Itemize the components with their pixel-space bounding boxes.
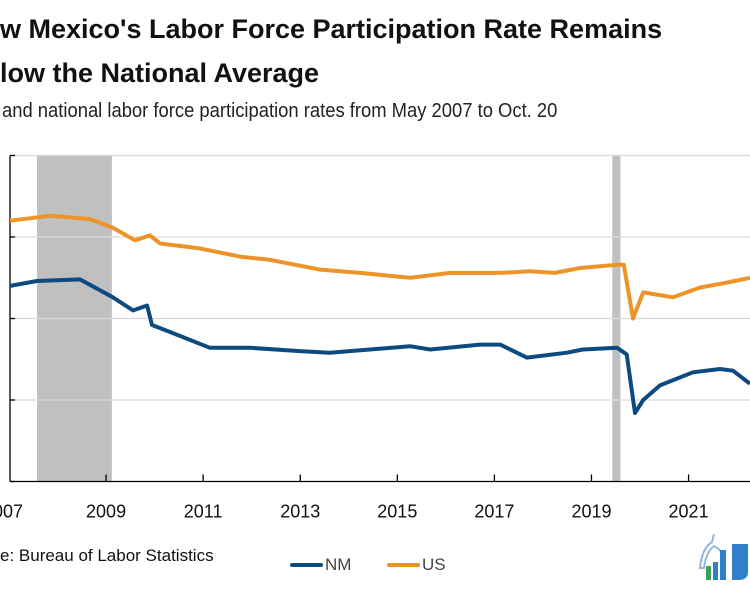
- legend-item-nm: NM: [290, 555, 351, 575]
- chart-title-line-1: w Mexico's Labor Force Participation Rat…: [0, 14, 663, 44]
- x-tick-label: 2013: [280, 502, 320, 522]
- series-line-nm: [9, 277, 750, 415]
- x-tick-label: 2021: [669, 502, 709, 522]
- source-note: e: Bureau of Labor Statistics: [0, 546, 214, 565]
- legend-label-nm: NM: [325, 555, 352, 574]
- x-tick-label: 2019: [571, 502, 611, 522]
- logo-icon: [698, 533, 748, 580]
- chart-title-line-2: low the National Average: [0, 58, 320, 88]
- legend-label-us: US: [422, 555, 446, 574]
- x-tick-label: 2011: [184, 502, 223, 522]
- legend-swatch-nm: [290, 563, 323, 567]
- x-tick-label: 2017: [474, 502, 514, 522]
- x-tick-label: 007: [0, 502, 23, 522]
- legend-item-us: US: [387, 555, 446, 575]
- legend-swatch-us: [387, 563, 420, 567]
- x-tick-label: 2015: [377, 502, 417, 522]
- x-tick-label: 2009: [86, 502, 126, 522]
- series-line-us: [9, 213, 750, 321]
- chart-subtitle: and national labor force participation r…: [2, 100, 558, 122]
